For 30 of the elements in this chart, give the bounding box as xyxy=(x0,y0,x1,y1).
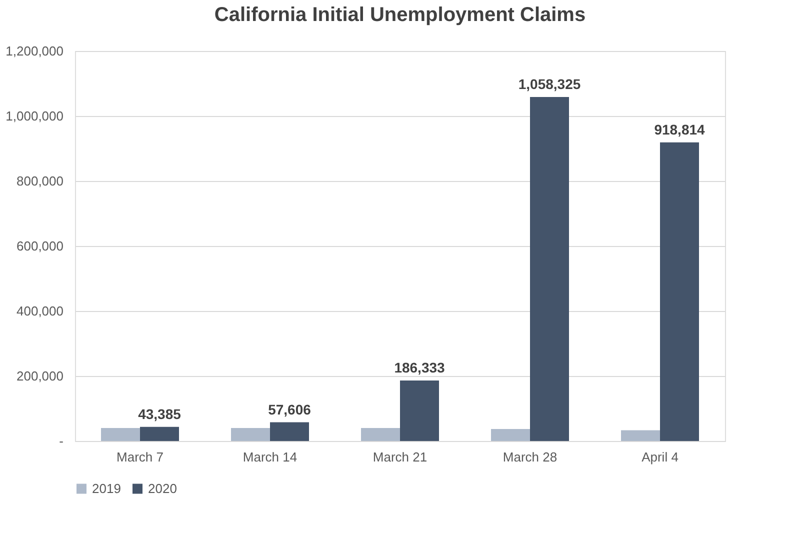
y-tick-label: 1,200,000 xyxy=(6,44,64,58)
y-tick-label: 200,000 xyxy=(16,368,64,384)
data-label: 43,385 xyxy=(138,406,182,422)
x-tick-label: March 14 xyxy=(242,450,298,464)
bar xyxy=(621,430,660,441)
data-label: 186,333 xyxy=(394,359,446,376)
bar xyxy=(530,97,569,441)
bar xyxy=(400,380,439,441)
bar xyxy=(231,428,270,441)
y-tick-label: 1,000,000 xyxy=(6,108,64,124)
y-tick-label: 400,000 xyxy=(16,304,64,318)
data-label: 1,058,325 xyxy=(518,76,581,92)
x-tick-label: April 4 xyxy=(642,450,678,464)
legend-label: 2020 xyxy=(148,480,177,496)
x-tick-label: March 28 xyxy=(502,450,558,464)
bar xyxy=(491,428,530,441)
legend-label: 2019 xyxy=(92,480,121,496)
data-label: 57,606 xyxy=(268,401,312,418)
x-tick-label: March 7 xyxy=(116,450,164,464)
x-tick-label: March 21 xyxy=(372,450,428,464)
chart-title: California Initial Unemployment Claims xyxy=(214,4,586,26)
y-tick-label: 800,000 xyxy=(16,174,64,188)
y-tick-label: - xyxy=(59,434,64,448)
bar xyxy=(101,428,140,441)
bar xyxy=(361,428,400,441)
y-tick-label: 600,000 xyxy=(16,238,64,254)
data-label: 918,814 xyxy=(654,121,706,138)
bar xyxy=(140,426,179,441)
bar xyxy=(270,422,309,441)
bar xyxy=(660,142,699,441)
